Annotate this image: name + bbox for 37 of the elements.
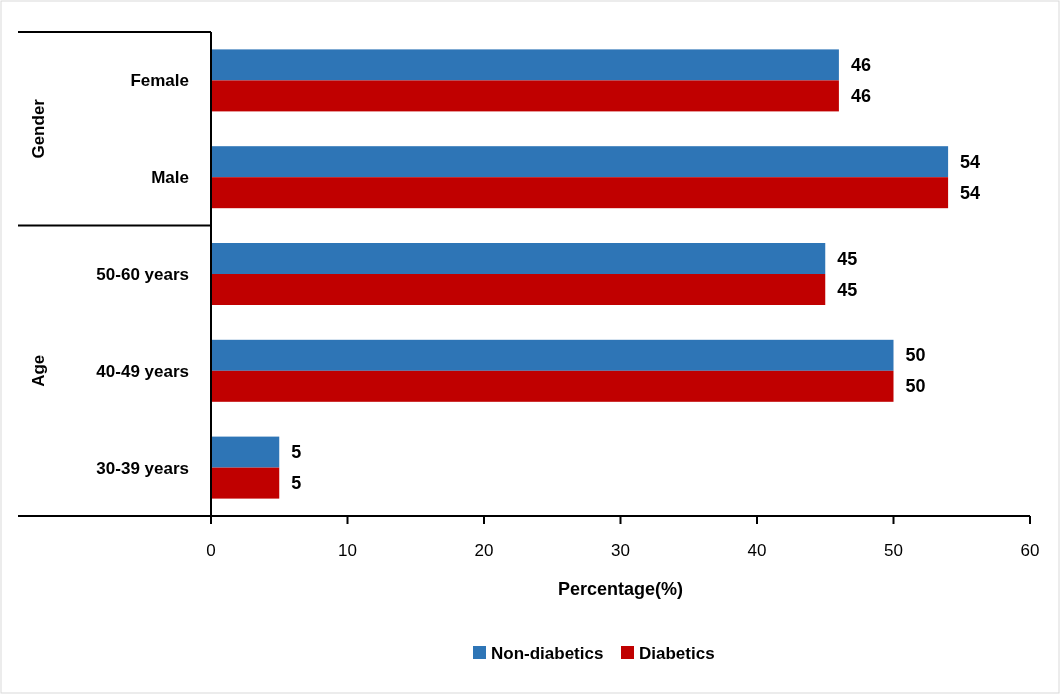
y-tick-label: 30-39 years	[96, 458, 189, 478]
data-label: 50	[905, 376, 926, 397]
bar	[211, 146, 949, 178]
x-tick-label: 60	[1020, 541, 1040, 560]
data-label: 45	[837, 279, 858, 300]
bar	[211, 436, 280, 468]
bar	[211, 80, 839, 112]
bar	[211, 274, 826, 305]
bar	[211, 177, 949, 209]
x-tick-label: 20	[474, 541, 494, 560]
y-tick-label: 40-49 years	[96, 361, 189, 381]
bar	[211, 467, 280, 499]
text: Gender	[29, 98, 48, 159]
x-tick-label: 0	[206, 541, 216, 560]
data-label: 46	[850, 54, 871, 75]
x-tick-label: 30	[611, 541, 630, 560]
y-tick-label: Male	[151, 168, 189, 188]
x-axis-title: Percentage(%)	[557, 579, 684, 599]
data-label: 46	[850, 85, 871, 106]
data-label: 5	[291, 442, 302, 463]
data-label: 5	[291, 473, 302, 494]
bar	[211, 339, 894, 371]
legend-label: Non-diabetics	[491, 644, 604, 663]
x-tick-label: 40	[747, 541, 767, 560]
y-tick-label: 50-60 years	[96, 265, 189, 284]
text: Age	[29, 354, 48, 387]
x-tick-label: 10	[338, 541, 357, 560]
data-label: 50	[905, 345, 926, 366]
legend-label: Diabetics	[639, 644, 715, 663]
bar	[211, 243, 826, 274]
data-label: 54	[960, 151, 981, 172]
bar	[211, 49, 839, 81]
bar	[211, 370, 894, 402]
data-label: 54	[960, 182, 981, 203]
x-tick-label: 50	[884, 541, 903, 560]
y-tick-label: Female	[130, 71, 189, 91]
data-label: 45	[837, 248, 858, 269]
